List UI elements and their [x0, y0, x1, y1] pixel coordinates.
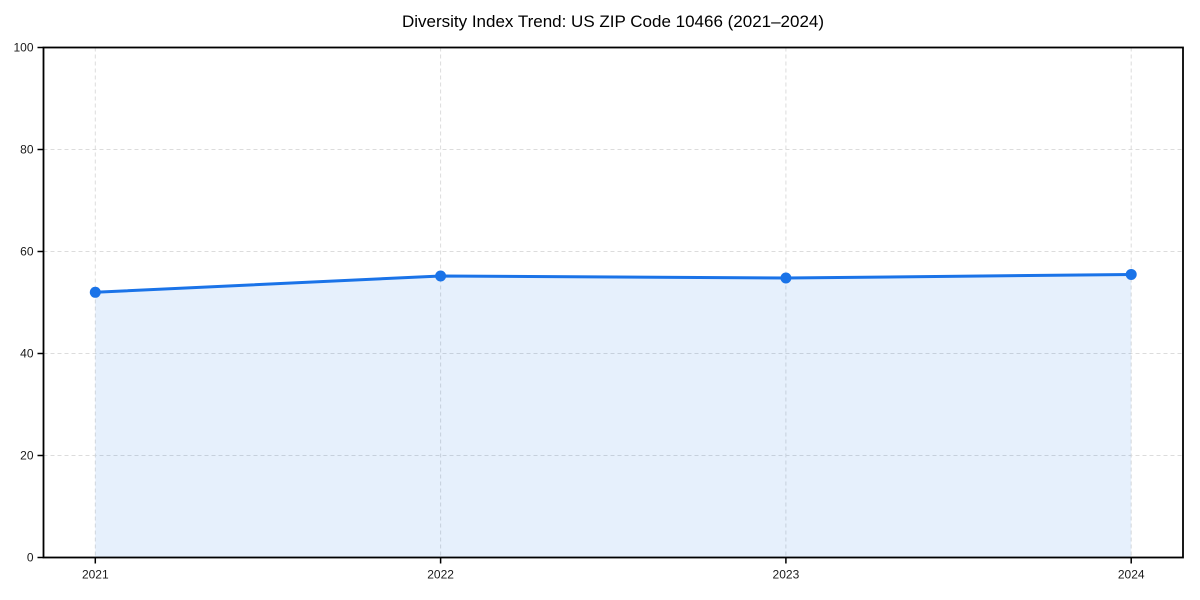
x-tick-label-2022: 2022	[427, 568, 454, 582]
data-point-2022	[435, 270, 447, 282]
x-tick-label-2024: 2024	[1118, 568, 1145, 582]
y-tick-label-40: 40	[20, 347, 34, 361]
chart-title: Diversity Index Trend: US ZIP Code 10466…	[401, 12, 825, 31]
x-tick-label-2021: 2021	[82, 568, 109, 582]
y-tick-label-60: 60	[20, 245, 34, 259]
y-tick-label-100: 100	[13, 41, 33, 55]
data-point-2023	[780, 272, 792, 284]
plot-border	[42, 46, 1184, 559]
y-tick-label-0: 0	[27, 551, 34, 565]
y-tick-label-20: 20	[20, 449, 34, 463]
data-point-2021	[89, 286, 101, 298]
area-fill	[95, 274, 1132, 558]
x-tick-label-2023: 2023	[773, 568, 800, 582]
y-tick-label-80: 80	[20, 143, 34, 157]
data-point-2024	[1125, 268, 1137, 280]
trend-line	[93, 272, 1133, 294]
